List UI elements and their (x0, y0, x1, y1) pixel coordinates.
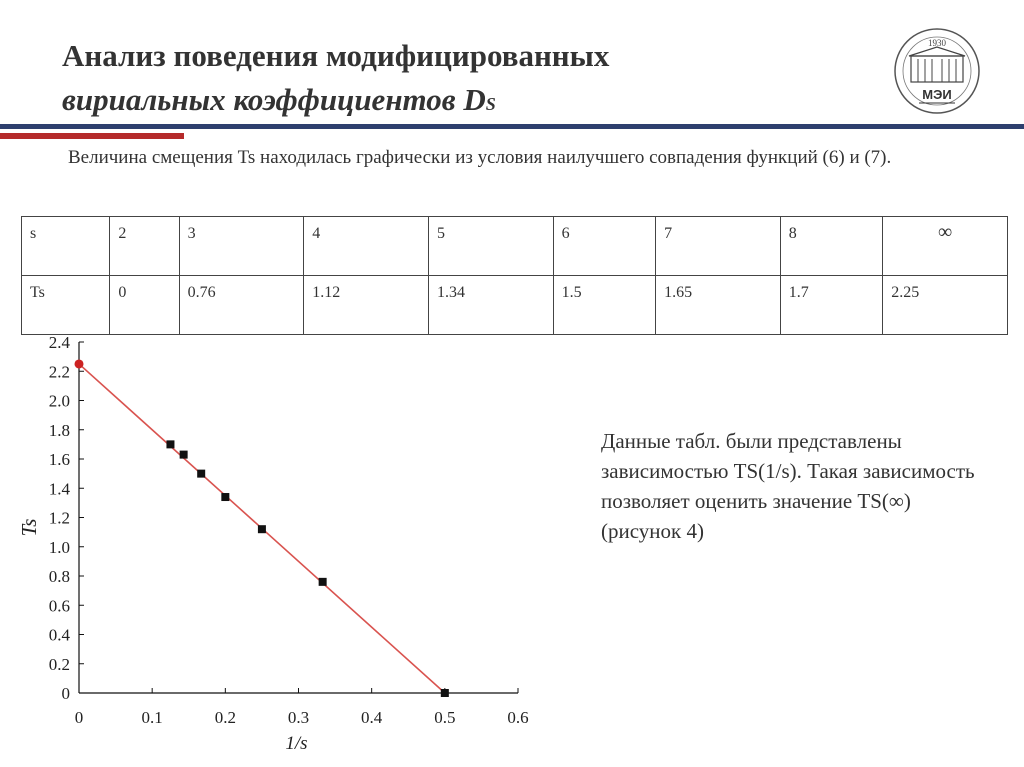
y-tick-label: 0.8 (49, 567, 70, 586)
intro-paragraph: Величина смещения Ts находилась графичес… (68, 147, 892, 168)
mei-university-logo-icon: 1930 МЭИ (894, 28, 980, 114)
table-cell: Ts (20, 275, 111, 335)
y-tick-label: 2.2 (49, 362, 70, 381)
table-cell: s (20, 216, 111, 276)
x-tick-label: 0.5 (434, 708, 455, 727)
data-point (257, 525, 266, 534)
x-tick-label: 0.1 (142, 708, 163, 727)
data-point (166, 440, 175, 449)
y-axis-label: Ts (17, 519, 41, 537)
header-bar (0, 124, 1024, 129)
x-tick-label: 0.6 (507, 708, 528, 727)
x-axis-label: 1/s (285, 733, 307, 754)
table-cell-infinity: ∞ (882, 216, 1008, 276)
y-tick-label: 1.4 (49, 479, 71, 498)
table-cell: 1.5 (552, 275, 657, 335)
y-tick-label: 1.6 (49, 450, 70, 469)
page-title: Анализ поведения модифицированных вириал… (62, 34, 609, 126)
shift-table: s 2 3 4 5 6 7 8 ∞ Ts 0 0.76 1.12 1.34 1.… (20, 216, 1008, 335)
x-tick-label: 0.4 (361, 708, 383, 727)
title-line-1: Анализ поведения модифицированных (62, 38, 610, 73)
x-tick-label: 0 (75, 708, 84, 727)
extrapolated-point (74, 359, 84, 369)
y-tick-label: 1.8 (49, 421, 70, 440)
table-cell: 1.34 (427, 275, 554, 335)
table-cell: 5 (427, 216, 554, 276)
data-point (221, 493, 230, 502)
y-tick-label: 2.4 (49, 333, 71, 352)
y-tick-label: 0 (62, 684, 71, 703)
x-tick-label: 0.2 (215, 708, 236, 727)
data-point (197, 469, 206, 478)
y-tick-label: 1.0 (49, 538, 70, 557)
table-cell: 7 (655, 216, 781, 276)
title-line-2: вириальных коэффициентов DS (62, 78, 609, 126)
table-cell: 1.65 (655, 275, 781, 335)
table-cell: 1.7 (779, 275, 884, 335)
table-cell: 6 (552, 216, 657, 276)
table-cell: 4 (303, 216, 429, 276)
data-point (440, 689, 449, 697)
y-tick-label: 0.6 (49, 596, 70, 615)
table-cell: 8 (779, 216, 884, 276)
table-cell: 1.12 (303, 275, 429, 335)
y-tick-label: 2.0 (49, 392, 70, 411)
table-cell: 2.25 (882, 275, 1008, 335)
table-row-ts: Ts 0 0.76 1.12 1.34 1.5 1.65 1.7 2.25 (20, 275, 1008, 335)
side-text: Данные табл. были представлены зависимос… (601, 429, 975, 543)
table-cell: 0 (109, 275, 180, 335)
table-cell: 2 (109, 216, 180, 276)
logo-year: 1930 (928, 38, 947, 48)
table-cell: 3 (178, 216, 305, 276)
accent-bar (0, 133, 184, 139)
logo-text: МЭИ (922, 87, 951, 102)
table-row-s: s 2 3 4 5 6 7 8 ∞ (20, 216, 1008, 276)
y-tick-label: 0.4 (49, 626, 71, 645)
y-tick-label: 1.2 (49, 509, 70, 528)
x-tick-label: 0.3 (288, 708, 309, 727)
data-point (318, 577, 327, 586)
title-line-2-text: вириальных коэффициентов D (62, 82, 486, 117)
y-tick-label: 0.2 (49, 655, 70, 674)
data-point (179, 450, 188, 459)
ts-vs-inverse-s-chart: 0 0.2 0.4 0.6 0.8 1.0 1.2 1.4 1.6 1.8 2.0 2.2 2.4 0 0.… (17, 333, 529, 754)
title-subscript: S (485, 94, 496, 114)
table-cell: 0.76 (178, 275, 305, 335)
